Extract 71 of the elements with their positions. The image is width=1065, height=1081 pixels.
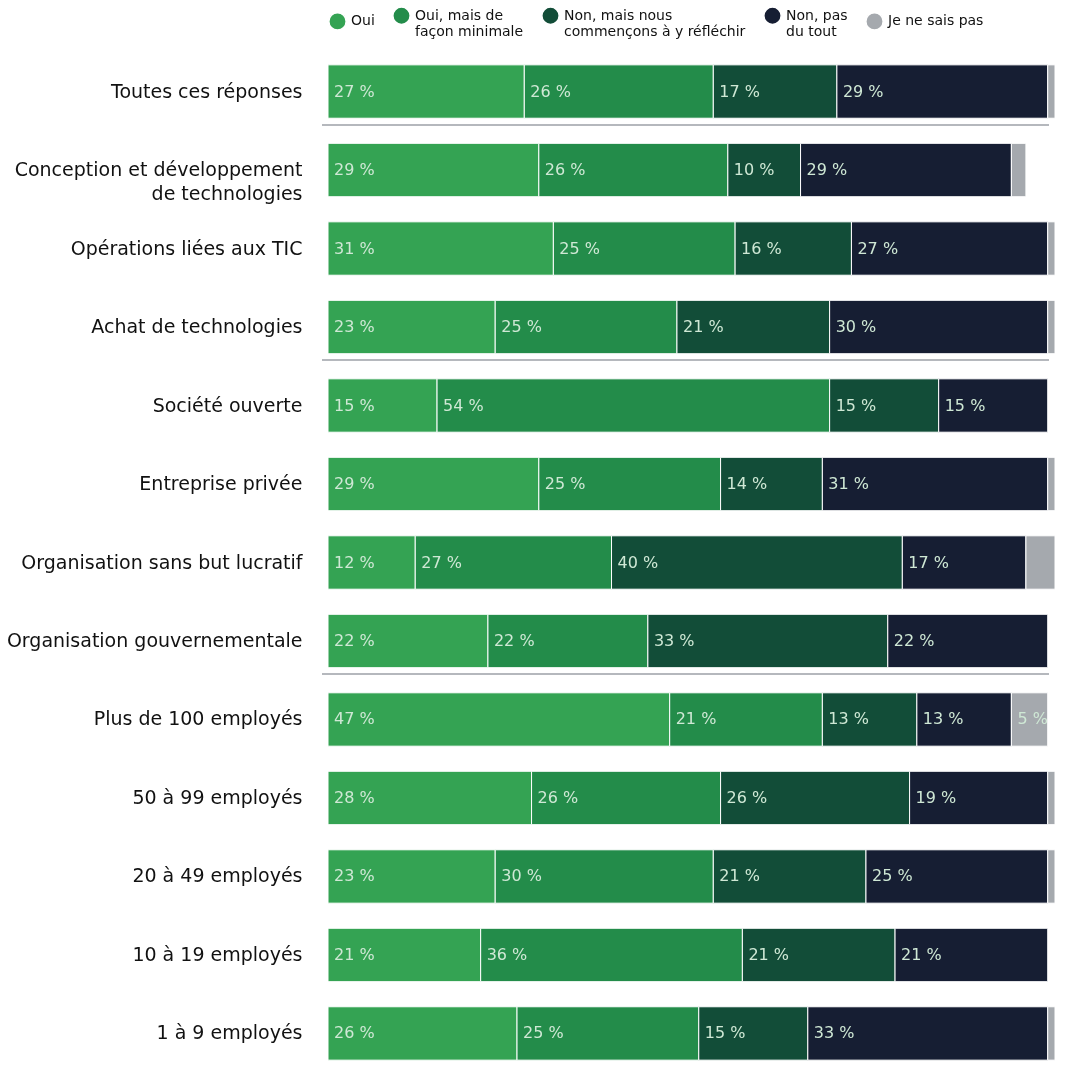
legend-label: Oui — [351, 12, 375, 29]
data-label: 30 % — [501, 866, 542, 886]
legend-label: Oui, mais de façon minimale — [415, 6, 524, 39]
data-label: 26 % — [726, 787, 768, 807]
y-tick-label: Organisation gouvernementale — [6, 628, 303, 651]
y-tick-label: 50 à 99 employés — [132, 785, 303, 808]
data-label: 33 % — [813, 1023, 855, 1043]
data-label: 14 % — [726, 474, 768, 494]
data-label: 36 % — [486, 944, 528, 964]
data-label: 29 % — [334, 160, 375, 180]
data-label: 15 % — [334, 395, 375, 415]
data-label: 22 % — [893, 630, 935, 650]
y-tick-label: Société ouverte — [152, 393, 303, 416]
data-label: 27 % — [421, 552, 462, 572]
data-label: 25 % — [559, 238, 601, 258]
data-label: 29 % — [806, 160, 848, 180]
y-tick-label: Conception et développement de technologies — [14, 158, 303, 205]
data-label: 33 % — [653, 630, 695, 650]
data-label: 30 % — [835, 317, 877, 337]
data-label: 21 % — [682, 317, 724, 337]
data-label: 13 % — [922, 709, 964, 729]
data-label: 31 % — [828, 474, 870, 494]
data-label: 25 % — [544, 474, 586, 494]
y-tick-label: Toutes ces réponses — [110, 79, 303, 102]
legend-label: Non, pas du tout — [786, 6, 848, 39]
legend-label: Je ne sais pas — [887, 12, 984, 29]
y-tick-label: 1 à 9 employés — [156, 1021, 303, 1044]
legend-label: Non, mais nous commençons à y réfléchir — [564, 6, 746, 39]
data-label: 25 % — [501, 317, 542, 337]
data-label: 15 % — [944, 395, 986, 415]
data-label: 29 % — [334, 474, 375, 494]
data-label: 21 % — [675, 709, 717, 729]
data-label: 17 % — [908, 552, 949, 572]
data-label: 25 % — [523, 1023, 564, 1043]
y-tick-label: Opérations liées aux TIC — [70, 236, 303, 259]
data-label: 5 % — [1017, 709, 1048, 729]
data-label: 54 % — [443, 395, 484, 415]
data-label: 26 % — [544, 160, 586, 180]
data-label: 21 % — [719, 866, 760, 886]
data-label: 27 % — [857, 238, 899, 258]
y-tick-label: 20 à 49 employés — [132, 864, 303, 887]
data-label: 22 % — [493, 630, 535, 650]
y-tick-label: Achat de technologies — [91, 315, 303, 338]
data-label: 15 % — [835, 395, 877, 415]
y-tick-label: Organisation sans but lucratif — [21, 550, 304, 573]
data-label: 25 % — [871, 866, 913, 886]
data-label: 40 % — [617, 552, 659, 572]
data-label: 23 % — [334, 317, 375, 337]
data-label: 21 % — [901, 944, 942, 964]
y-tick-label: Plus de 100 employés — [93, 707, 303, 730]
data-label: 26 % — [334, 1023, 375, 1043]
data-label: 16 % — [741, 238, 782, 258]
data-label: 13 % — [828, 709, 870, 729]
data-label: 22 % — [334, 630, 375, 650]
data-label: 28 % — [334, 787, 375, 807]
data-label: 26 % — [537, 787, 579, 807]
data-label: 31 % — [334, 238, 375, 258]
data-label: 26 % — [530, 81, 571, 101]
data-label: 27 % — [334, 81, 375, 101]
data-label: 19 % — [915, 787, 957, 807]
y-tick-label: Entreprise privée — [139, 472, 303, 495]
data-label: 21 % — [334, 944, 375, 964]
data-label: 23 % — [334, 866, 375, 886]
data-label: 10 % — [733, 160, 775, 180]
y-tick-label: 10 à 19 employés — [132, 942, 303, 965]
data-label: 12 % — [334, 552, 375, 572]
data-label: 29 % — [842, 81, 884, 101]
data-label: 21 % — [748, 944, 790, 964]
data-label: 47 % — [334, 709, 375, 729]
data-label: 15 % — [704, 1023, 746, 1043]
data-label: 17 % — [719, 81, 760, 101]
